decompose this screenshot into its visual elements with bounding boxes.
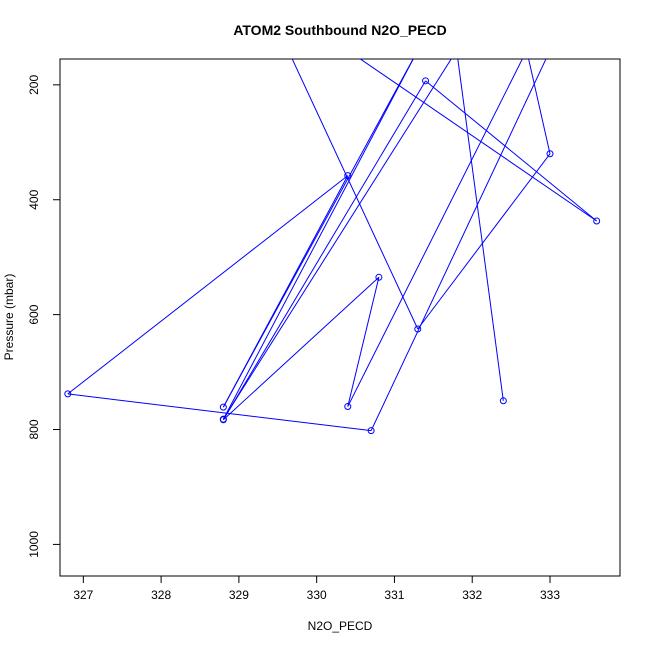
data-point	[344, 403, 352, 411]
series-segment	[291, 59, 419, 330]
series-segment	[347, 59, 523, 407]
series-segment	[528, 59, 551, 154]
data-point	[546, 150, 554, 158]
series-segment	[222, 80, 426, 421]
data-point	[414, 325, 422, 333]
x-axis-label: N2O_PECD	[308, 619, 373, 633]
x-tick-label: 328	[151, 588, 171, 602]
y-tick-label: 200	[27, 75, 41, 95]
series-segment	[425, 80, 597, 222]
series-segment	[222, 175, 349, 408]
y-tick-label: 600	[27, 304, 41, 324]
data-point	[499, 397, 507, 405]
series-segment	[347, 277, 380, 407]
series-segment	[370, 59, 547, 431]
series-segment	[222, 59, 414, 420]
y-tick-label: 800	[27, 419, 41, 439]
y-tick-label: 1000	[27, 531, 41, 558]
series-segment	[417, 153, 551, 330]
chart-title: ATOM2 Southbound N2O_PECD	[233, 22, 446, 38]
data-point	[375, 273, 383, 281]
data-point	[344, 172, 352, 180]
x-tick-label: 327	[73, 588, 93, 602]
data-point	[593, 217, 601, 225]
data-point	[422, 77, 430, 85]
x-tick-label: 329	[229, 588, 249, 602]
x-axis: 327 328 329 330 331 332 333	[73, 576, 560, 602]
x-tick-label: 330	[307, 588, 327, 602]
y-axis: 200 400 600 800 1000	[27, 75, 60, 558]
series-segment	[457, 59, 504, 401]
series-segment	[359, 59, 597, 222]
x-tick-label: 332	[462, 588, 482, 602]
data-point	[64, 390, 72, 398]
series-segment	[222, 276, 380, 421]
x-tick-label: 333	[540, 588, 560, 602]
data-point	[219, 403, 227, 411]
plot-frame	[59, 58, 621, 577]
series-segment	[67, 393, 372, 432]
data-point	[367, 427, 375, 435]
y-tick-label: 400	[27, 189, 41, 209]
series-segment	[222, 59, 452, 420]
data-point	[219, 415, 227, 423]
x-tick-label: 331	[384, 588, 404, 602]
y-axis-label: Pressure (mbar)	[2, 274, 16, 361]
series-segment	[67, 175, 349, 395]
data-series	[64, 59, 601, 435]
